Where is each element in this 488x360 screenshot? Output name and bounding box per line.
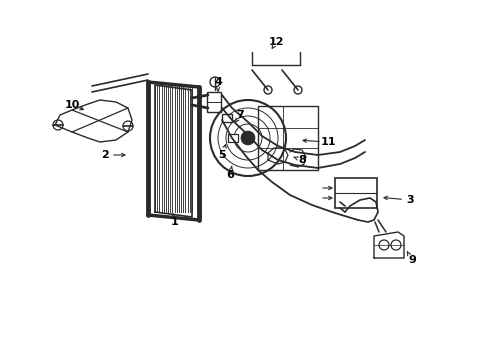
Bar bbox=[206, 92, 221, 112]
Text: 11: 11 bbox=[320, 137, 335, 147]
Circle shape bbox=[241, 131, 254, 145]
Text: 4: 4 bbox=[214, 77, 222, 87]
Text: 8: 8 bbox=[298, 155, 305, 165]
FancyBboxPatch shape bbox=[334, 178, 376, 208]
Text: 3: 3 bbox=[406, 195, 413, 205]
Bar bbox=[227, 134, 238, 142]
Text: 1: 1 bbox=[171, 217, 179, 227]
Text: 9: 9 bbox=[407, 255, 415, 265]
Text: 2: 2 bbox=[101, 150, 109, 160]
Text: 10: 10 bbox=[64, 100, 80, 110]
Text: 7: 7 bbox=[236, 110, 244, 120]
Text: 12: 12 bbox=[268, 37, 283, 47]
Text: 5: 5 bbox=[218, 150, 225, 160]
Bar bbox=[222, 114, 231, 122]
Text: 6: 6 bbox=[225, 170, 233, 180]
